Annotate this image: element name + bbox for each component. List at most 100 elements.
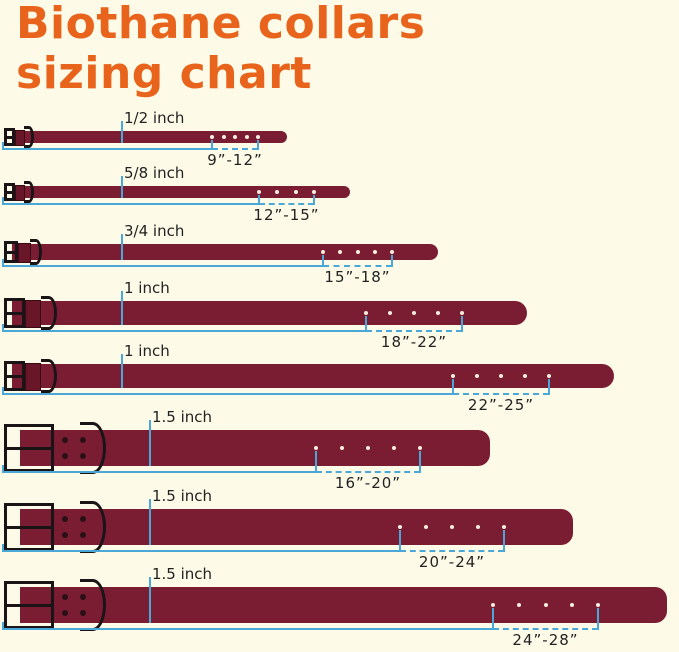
- strap-hole: [233, 135, 237, 139]
- length-measure-line: [2, 550, 400, 552]
- strap-hole: [210, 135, 214, 139]
- size-range-label: 16”-20”: [334, 474, 402, 492]
- strap-hole: [398, 525, 402, 529]
- measure-tick: [313, 195, 315, 205]
- rivet-icon: [62, 437, 68, 444]
- measure-tick: [2, 622, 4, 630]
- buckle-icon: [4, 361, 25, 391]
- measure-tick: [597, 608, 599, 630]
- strap-hole: [275, 190, 280, 194]
- d-ring-icon: [24, 126, 34, 148]
- length-measure-line: [2, 330, 366, 332]
- width-marker-line: [121, 121, 123, 143]
- adjustable-range-dash: [212, 148, 258, 150]
- adjustable-range-dash: [316, 471, 420, 473]
- rivet-icon: [62, 609, 68, 616]
- keeper-loop: [18, 243, 31, 263]
- buckle-icon: [4, 298, 25, 328]
- d-ring-icon: [80, 501, 107, 553]
- buckle-icon: [4, 183, 16, 201]
- collar-width-label: 1.5 inch: [152, 487, 213, 505]
- measure-tick: [399, 530, 401, 552]
- measure-tick: [2, 387, 4, 395]
- strap-hole: [502, 525, 506, 529]
- keeper-loop: [24, 300, 42, 328]
- buckle-icon: [4, 503, 54, 551]
- keeper-loop: [15, 130, 26, 146]
- size-range-label: 18”-22”: [380, 333, 448, 351]
- buckle-icon: [4, 581, 54, 629]
- d-ring-icon: [80, 422, 107, 474]
- measure-tick: [503, 530, 505, 552]
- keeper-loop: [24, 363, 42, 391]
- collar-strap: [12, 131, 287, 143]
- strap-hole: [372, 250, 377, 254]
- strap-hole: [451, 374, 455, 378]
- strap-hole: [491, 603, 495, 607]
- strap-hole: [355, 250, 360, 254]
- strap-hole: [312, 190, 316, 194]
- strap-hole: [257, 190, 261, 194]
- strap-hole: [450, 525, 454, 529]
- rivet-icon: [62, 594, 68, 601]
- size-range-label: 12”-15”: [253, 206, 320, 224]
- collar-width-label: 3/4 inch: [124, 222, 185, 240]
- strap-hole: [476, 525, 480, 529]
- adjustable-range-dash: [453, 393, 549, 395]
- adjustable-range-dash: [493, 628, 598, 630]
- width-marker-line: [121, 176, 123, 198]
- keeper-loop: [15, 185, 26, 201]
- measure-tick: [2, 544, 4, 552]
- buckle-icon: [4, 241, 19, 263]
- measure-tick: [2, 324, 4, 332]
- collar-width-label: 1.5 inch: [152, 408, 213, 426]
- adjustable-range-dash: [400, 550, 504, 552]
- width-marker-line: [121, 291, 123, 325]
- width-marker-line: [149, 577, 151, 623]
- size-range-label: 22”-25”: [467, 396, 535, 414]
- size-range-label: 24”-28”: [512, 631, 579, 649]
- size-range-label: 9”-12”: [207, 151, 263, 169]
- rivet-icon: [62, 516, 68, 523]
- collar-strap: [12, 364, 614, 388]
- measure-tick: [257, 140, 259, 150]
- strap-hole: [221, 135, 226, 139]
- width-marker-line: [149, 420, 151, 466]
- strap-hole: [390, 250, 394, 254]
- collar-width-label: 1.5 inch: [152, 565, 213, 583]
- title-line-2: sizing chart: [16, 48, 312, 99]
- strap-hole: [596, 603, 600, 607]
- strap-hole: [256, 135, 260, 139]
- strap-hole: [244, 135, 249, 139]
- length-measure-line: [2, 203, 259, 205]
- strap-hole: [314, 446, 318, 450]
- strap-hole: [499, 374, 503, 378]
- strap-hole: [543, 603, 548, 607]
- collar-width-label: 1/2 inch: [124, 109, 185, 127]
- strap-hole: [340, 446, 344, 450]
- strap-hole: [569, 603, 574, 607]
- length-measure-line: [2, 628, 493, 630]
- measure-tick: [452, 379, 454, 395]
- strap-hole: [366, 446, 370, 450]
- collar-strap: [20, 509, 573, 545]
- measure-tick: [2, 259, 4, 267]
- strap-hole: [523, 374, 527, 378]
- measure-tick: [211, 140, 213, 150]
- width-marker-line: [149, 499, 151, 545]
- adjustable-range-dash: [259, 203, 314, 205]
- width-marker-line: [121, 234, 123, 260]
- width-marker-line: [121, 354, 123, 388]
- strap-hole: [338, 250, 343, 254]
- adjustable-range-dash: [323, 265, 392, 267]
- strap-hole: [436, 311, 440, 315]
- buckle-icon: [4, 128, 16, 146]
- measure-tick: [2, 197, 4, 205]
- measure-tick: [2, 142, 4, 150]
- strap-hole: [517, 603, 522, 607]
- length-measure-line: [2, 148, 212, 150]
- strap-hole: [475, 374, 479, 378]
- collar-width-label: 1 inch: [124, 342, 170, 360]
- measure-tick: [548, 379, 550, 395]
- rivet-icon: [62, 531, 68, 538]
